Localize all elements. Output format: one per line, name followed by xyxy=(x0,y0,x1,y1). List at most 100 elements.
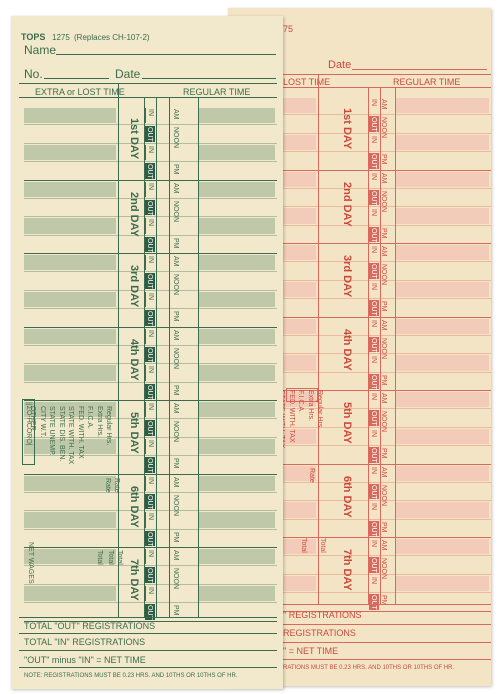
back-form-number: 275 xyxy=(278,24,294,34)
in-text: IN xyxy=(147,366,154,374)
out-marker: OUT xyxy=(145,420,155,436)
back-footer-line-2 xyxy=(228,624,491,625)
extra-time-cell[interactable] xyxy=(24,438,116,455)
brand-logo: TOPS xyxy=(21,32,46,42)
in-marker: IN xyxy=(145,365,156,381)
in-text: IN xyxy=(147,329,154,337)
back-out-text: OUT xyxy=(370,264,377,280)
back-time-cell[interactable] xyxy=(396,502,489,518)
out-marker: OUT xyxy=(145,273,155,290)
time-cell[interactable] xyxy=(199,457,275,472)
date-line[interactable] xyxy=(142,78,276,79)
time-cell[interactable] xyxy=(199,237,275,252)
time-cell[interactable] xyxy=(199,181,275,197)
back-out-text: OUT xyxy=(370,190,377,206)
time-cell[interactable] xyxy=(199,310,275,325)
income-box: ||ΣO-ΗCORO| xyxy=(22,399,35,465)
time-cell[interactable] xyxy=(199,218,275,234)
back-slot-divider xyxy=(228,445,491,447)
extra-time-cell[interactable] xyxy=(24,512,116,528)
back-slot-divider xyxy=(228,353,491,355)
extra-time-cell[interactable] xyxy=(24,144,116,161)
out-text: OUT xyxy=(146,200,153,216)
time-cell[interactable] xyxy=(199,512,275,528)
extra-time-cell[interactable] xyxy=(24,181,116,197)
slot-divider xyxy=(24,418,277,420)
extra-time-cell[interactable] xyxy=(24,291,116,308)
time-cell[interactable] xyxy=(199,365,275,381)
payroll-item: Regular Hrs. xyxy=(105,406,112,446)
payroll-item: FED. WITH. TAX xyxy=(76,406,84,459)
back-time-cell[interactable] xyxy=(396,428,489,445)
extra-time-cell[interactable] xyxy=(24,218,116,234)
time-cell[interactable] xyxy=(199,291,275,308)
extra-time-cell[interactable] xyxy=(24,549,116,565)
out-marker: OUT xyxy=(145,567,155,583)
date-label: Date xyxy=(115,67,141,81)
back-time-cell[interactable] xyxy=(396,171,489,187)
time-cell[interactable] xyxy=(199,494,275,509)
back-time-cell[interactable] xyxy=(396,575,489,592)
in-text: IN xyxy=(147,256,154,263)
time-cell[interactable] xyxy=(199,585,275,602)
extra-time-cell[interactable] xyxy=(24,475,116,491)
number-line[interactable] xyxy=(44,78,109,79)
footer-note: NOTE: REGISTRATIONS MUST BE 0.23 HRS. AN… xyxy=(24,673,238,679)
time-column-line xyxy=(198,98,199,617)
time-cell[interactable] xyxy=(199,328,275,344)
time-cell[interactable] xyxy=(199,163,275,178)
time-cell[interactable] xyxy=(199,200,275,215)
back-slot-divider xyxy=(228,224,491,226)
time-cell[interactable] xyxy=(199,567,275,582)
back-time-cell[interactable] xyxy=(396,318,489,334)
time-cell[interactable] xyxy=(199,255,275,271)
back-out-marker: OUT xyxy=(369,263,379,280)
back-time-cell[interactable] xyxy=(396,208,489,224)
out-text: OUT xyxy=(146,127,153,143)
time-cell[interactable] xyxy=(199,475,275,491)
time-cell[interactable] xyxy=(199,384,275,399)
extra-time-cell[interactable] xyxy=(24,255,116,271)
back-out-text: OUT xyxy=(370,558,377,574)
time-cell[interactable] xyxy=(199,108,275,124)
time-cell[interactable] xyxy=(199,126,275,141)
extra-time-cell[interactable] xyxy=(24,108,116,124)
back-time-cell[interactable] xyxy=(396,98,489,114)
total-label-2: Total xyxy=(107,550,114,565)
back-time-cell[interactable] xyxy=(396,134,489,151)
name-line[interactable] xyxy=(56,54,276,55)
time-cell[interactable] xyxy=(199,144,275,161)
back-slot-divider xyxy=(228,132,491,134)
back-time-cell[interactable] xyxy=(396,355,489,371)
form-replaces: (Replaces CH-107-2) xyxy=(74,33,150,42)
back-in-marker: IN xyxy=(369,539,379,554)
slot-divider xyxy=(24,216,277,218)
period-label: NOON xyxy=(172,347,179,369)
in-text: IN xyxy=(147,513,154,521)
time-cell[interactable] xyxy=(199,347,275,362)
back-out-marker: OUT xyxy=(369,520,379,536)
in-marker: IN xyxy=(145,402,156,418)
time-cell[interactable] xyxy=(199,420,275,435)
extra-time-cell[interactable] xyxy=(24,402,116,418)
time-cell[interactable] xyxy=(199,438,275,455)
slot-divider xyxy=(24,161,277,163)
back-in-out-line xyxy=(368,88,369,604)
payroll-item: STATE WITH. TAX xyxy=(67,406,74,465)
extra-time-cell[interactable] xyxy=(24,328,116,344)
time-cell[interactable] xyxy=(199,402,275,418)
out-marker: OUT xyxy=(145,199,155,216)
back-time-cell[interactable] xyxy=(396,465,489,481)
time-cell[interactable] xyxy=(199,531,275,546)
back-time-cell[interactable] xyxy=(396,392,489,408)
extra-time-cell[interactable] xyxy=(24,585,116,602)
extra-time-cell[interactable] xyxy=(24,365,116,381)
back-time-cell[interactable] xyxy=(396,539,489,555)
in-text: IN xyxy=(147,182,154,190)
out-text: OUT xyxy=(146,274,153,290)
in-text: IN xyxy=(147,109,154,116)
time-cell[interactable] xyxy=(199,273,275,288)
back-time-cell[interactable] xyxy=(396,281,489,298)
back-time-cell[interactable] xyxy=(396,245,489,261)
time-cell[interactable] xyxy=(199,549,275,565)
